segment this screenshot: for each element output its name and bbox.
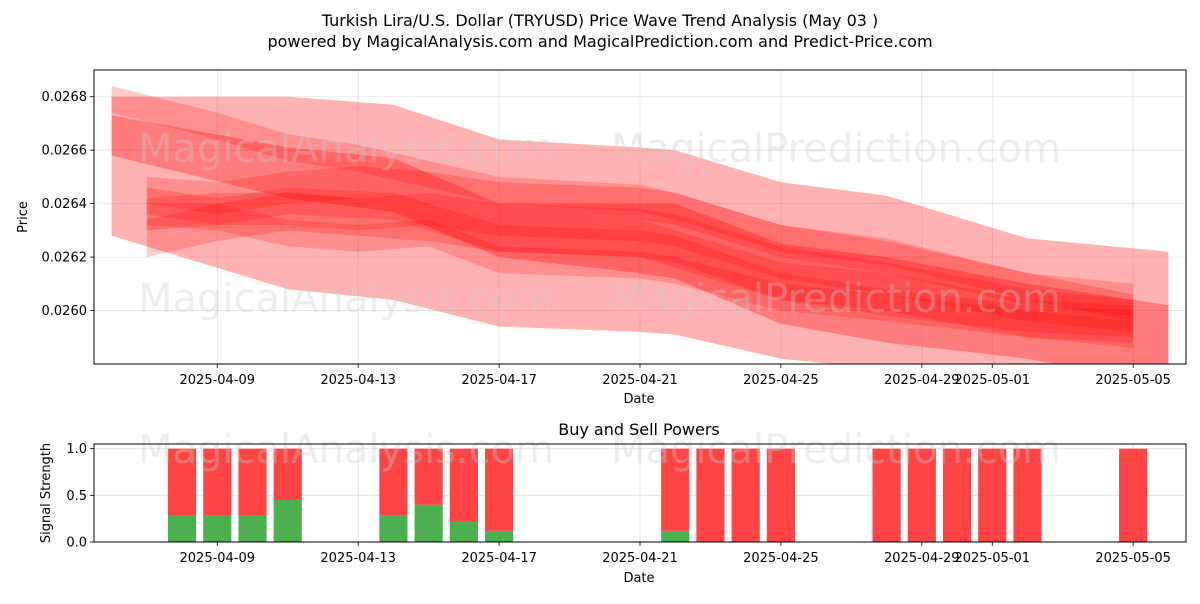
sell-power-bar	[414, 448, 443, 505]
sell-power-bar	[238, 448, 267, 516]
price-x-tick-label: 2025-04-09	[180, 373, 256, 388]
sell-power-bar	[696, 448, 725, 542]
sell-power-bar	[1119, 448, 1148, 542]
signal-x-tick-label: 2025-04-21	[602, 551, 678, 566]
signal-watermarks: MagicalAnalysis.com MagicalPrediction.co…	[138, 427, 1061, 473]
price-y-tick-label: 0.0264	[42, 197, 88, 212]
price-x-axis-label: Date	[623, 392, 654, 407]
buy-power-bar	[238, 515, 267, 542]
price-wave-band	[111, 96, 1169, 364]
sell-power-bar	[731, 448, 760, 542]
chart-title: Turkish Lira/U.S. Dollar (TRYUSD) Price …	[321, 11, 879, 30]
buy-power-bar	[661, 530, 690, 542]
signal-y-tick-label: 1.0	[66, 442, 87, 457]
watermark-text: MagicalAnalysis.com	[138, 276, 554, 322]
price-grid	[94, 70, 1186, 364]
price-band-group	[111, 86, 1169, 364]
sell-power-bar	[872, 448, 901, 542]
signal-y-tick-label: 0.0	[66, 536, 87, 551]
price-bands	[111, 86, 1169, 364]
price-wave-band	[111, 86, 1134, 322]
price-x-tick-label: 2025-04-21	[602, 373, 678, 388]
price-y-tick-label: 0.0262	[42, 251, 88, 266]
sell-power-bar	[942, 448, 972, 542]
price-x-tick-label: 2025-05-01	[954, 373, 1030, 388]
sell-power-bar	[978, 448, 1007, 542]
price-y-tick-label: 0.0266	[42, 144, 88, 159]
price-y-axis-label: Price	[16, 201, 31, 233]
signal-y-axis-label: Signal Strength	[39, 443, 54, 543]
watermark-text: MagicalAnalysis.com	[138, 427, 554, 473]
watermark-text: MagicalPrediction.com	[611, 427, 1061, 473]
sell-power-bar	[1013, 448, 1042, 542]
buy-power-bar	[449, 521, 478, 542]
buy-power-bar	[203, 515, 232, 542]
sell-power-bar	[203, 448, 232, 516]
price-wave-band	[146, 192, 1134, 332]
price-y-tick-label: 0.0268	[42, 90, 88, 105]
price-x-tick-label: 2025-04-17	[461, 373, 537, 388]
buy-power-bar	[379, 515, 408, 542]
sell-power-bar	[485, 448, 514, 531]
watermark-text: MagicalPrediction.com	[611, 126, 1061, 172]
price-watermarks: MagicalAnalysis.com MagicalPrediction.co…	[138, 126, 1061, 322]
price-wave-band	[146, 166, 1134, 316]
price-x-tick-label: 2025-05-05	[1095, 373, 1171, 388]
price-wave-band	[111, 115, 1169, 364]
signal-x-tick-label: 2025-04-29	[884, 551, 960, 566]
sell-power-bar	[167, 448, 197, 516]
chart-subtitle: powered by MagicalAnalysis.com and Magic…	[267, 32, 932, 51]
price-x-tick-label: 2025-04-13	[320, 373, 396, 388]
signal-x-tick-label: 2025-04-25	[743, 551, 819, 566]
signal-x-axis-label: Date	[623, 571, 654, 586]
sell-power-bar	[907, 448, 936, 542]
buy-power-bar	[273, 500, 302, 542]
sell-power-bar	[273, 448, 302, 500]
signal-chart-title: Buy and Sell Powers	[558, 420, 720, 439]
watermark-text: MagicalAnalysis.com	[138, 126, 554, 172]
sell-power-bar	[661, 448, 690, 531]
sell-power-bar	[379, 448, 408, 516]
signal-x-tick-label: 2025-04-13	[320, 551, 396, 566]
watermark-text: MagicalPrediction.com	[611, 276, 1061, 322]
price-x-tick-label: 2025-04-29	[884, 373, 960, 388]
sell-power-bar	[766, 448, 795, 542]
price-wave-band	[146, 192, 1134, 343]
signal-x-tick-label: 2025-04-17	[461, 551, 537, 566]
sell-power-bar	[449, 448, 478, 522]
signal-bars	[167, 448, 1148, 542]
buy-power-bar	[167, 515, 197, 542]
buy-power-bar	[485, 530, 514, 542]
signal-axis-ticks: 2025-04-09 2025-04-13 2025-04-17 2025-04-21…	[66, 442, 1171, 566]
price-x-tick-label: 2025-04-25	[743, 373, 819, 388]
signal-x-tick-label: 2025-04-09	[180, 551, 256, 566]
buy-power-bar	[414, 504, 443, 542]
price-y-tick-label: 0.0260	[42, 304, 88, 319]
signal-y-tick-label: 0.5	[66, 489, 87, 504]
signal-x-tick-label: 2025-05-05	[1095, 551, 1171, 566]
price-wave-band	[146, 203, 1134, 348]
price-axis-ticks: 2025-04-09 2025-04-13 2025-04-17 2025-04-21…	[42, 90, 1171, 388]
signal-x-tick-label: 2025-05-01	[954, 551, 1030, 566]
price-wave-band	[146, 187, 1134, 338]
